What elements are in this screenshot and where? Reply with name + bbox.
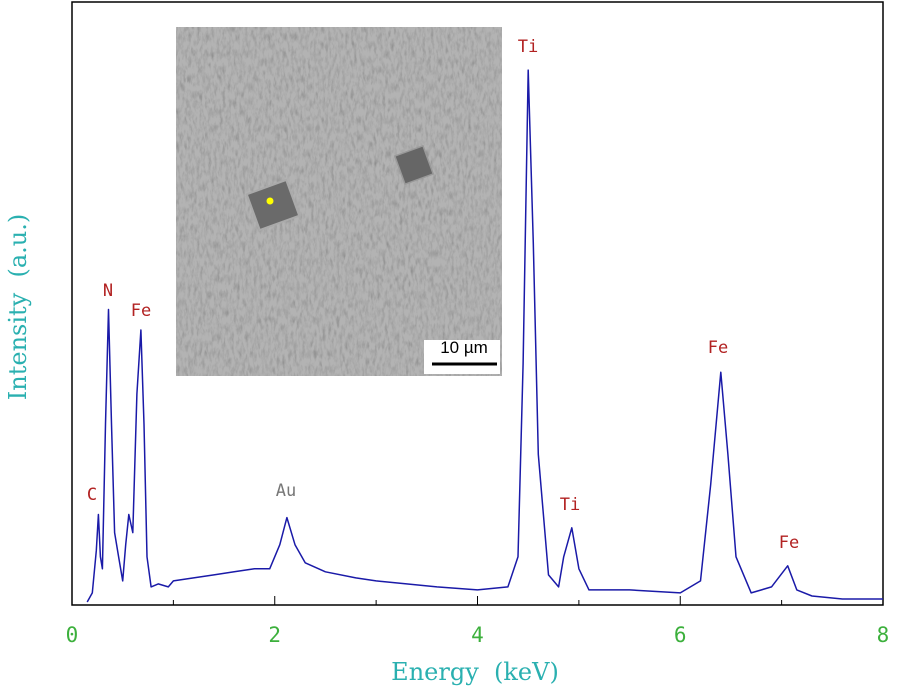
x-tick-label: 6 xyxy=(674,623,687,647)
peak-label: C xyxy=(87,485,97,505)
y-axis-title: Intensity (a.u.) xyxy=(4,214,32,400)
spectrum-line xyxy=(86,69,883,603)
inset-image: 10 µm xyxy=(176,27,502,376)
x-tick-label: 0 xyxy=(66,623,79,647)
x-tick-label: 4 xyxy=(471,623,484,647)
peak-label: Au xyxy=(276,481,296,501)
x-tick-label: 8 xyxy=(877,623,890,647)
peak-label: Fe xyxy=(131,301,151,321)
x-tick-label: 2 xyxy=(268,623,281,647)
peak-label: Fe xyxy=(708,338,728,358)
peak-label: Fe xyxy=(779,533,799,553)
peak-label: Ti xyxy=(560,495,580,515)
peak-label: Ti xyxy=(518,37,538,57)
scale-bar-label: 10 µm xyxy=(440,338,488,357)
x-axis-title: Energy (keV) xyxy=(391,658,559,686)
peak-label: N xyxy=(103,281,113,301)
